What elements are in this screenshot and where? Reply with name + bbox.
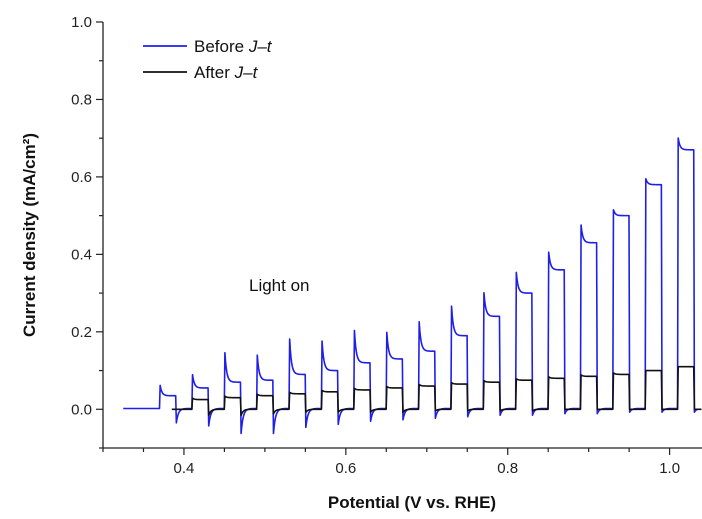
ticks: 0.0 0.2 0.4 0.6 0.8 1.0 0.4 0.6 0.8 1.0 [71,14,680,477]
x-tick-label: 0.4 [174,460,195,477]
y-axis-title: Current density (mA/cm²) [20,133,39,337]
x-tick-label: 1.0 [659,460,680,477]
legend-label-after: After J–t [194,63,259,82]
y-tick-label: 0.8 [71,91,92,108]
x-tick-label: 0.6 [335,460,356,477]
axes [102,22,702,449]
series-before-line [123,137,698,435]
x-axis-title: Potential (V vs. RHE) [328,493,496,512]
y-tick-label: 1.0 [71,14,92,31]
x-tick-label: 0.8 [497,460,518,477]
y-tick-label: 0.2 [71,324,92,341]
series-group [123,137,702,435]
series-after-line [171,365,702,417]
y-tick-label: 0.4 [71,246,92,263]
y-tick-label: 0.0 [71,401,92,418]
annotation-light-on: Light on [249,276,310,295]
legend-label-before: Before J–t [194,37,273,56]
y-tick-label: 0.6 [71,169,92,186]
legend: Before J–t After J–t [143,37,273,82]
